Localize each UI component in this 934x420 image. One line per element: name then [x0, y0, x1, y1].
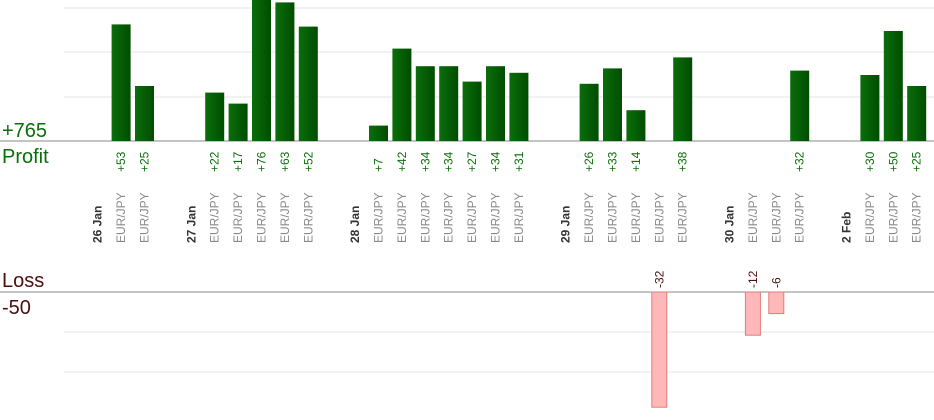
profit-bar — [135, 86, 154, 141]
pair-label: EUR/JPY — [114, 192, 128, 243]
bar-value-label: -12 — [746, 270, 760, 288]
bar-value-label: +30 — [863, 151, 877, 172]
profit-bar — [509, 72, 529, 141]
bar-value-label: +32 — [793, 151, 807, 172]
date-label: 2 Feb — [840, 212, 854, 243]
pair-label: EUR/JPY — [278, 192, 292, 243]
pair-label: EUR/JPY — [606, 192, 620, 243]
profit-bar — [111, 24, 131, 141]
bar-value-label: +7 — [372, 158, 386, 172]
pair-label: EUR/JPY — [138, 192, 152, 243]
loss-label: Loss — [2, 270, 44, 292]
loss-bar — [744, 291, 761, 336]
profit-bar — [415, 66, 435, 141]
bar-value-label: +17 — [231, 151, 245, 172]
profit-bar — [860, 75, 880, 141]
bar-value-label: +22 — [208, 151, 222, 172]
pair-label: EUR/JPY — [231, 192, 245, 243]
bar-value-label: +25 — [910, 151, 924, 172]
pair-label: EUR/JPY — [301, 192, 315, 243]
profit-bar — [579, 83, 599, 141]
bar-value-label: +33 — [606, 151, 620, 172]
profit-bar — [790, 70, 810, 141]
bar-value-label: -32 — [652, 270, 666, 288]
profit-bar — [673, 57, 693, 141]
profit-bar — [205, 92, 225, 141]
loss-bar — [651, 291, 668, 408]
profit-bar — [907, 86, 927, 141]
date-label: 27 Jan — [184, 206, 198, 243]
profit-bar — [603, 68, 622, 141]
pair-label: EUR/JPY — [629, 192, 643, 243]
date-label: 26 Jan — [91, 206, 105, 243]
profit-bar — [369, 125, 388, 141]
profit-bar — [883, 31, 903, 141]
profit-bar — [626, 110, 646, 141]
profit-bar — [486, 66, 505, 141]
pair-label: EUR/JPY — [372, 192, 386, 243]
profit-bar — [439, 66, 459, 141]
pair-label: EUR/JPY — [395, 192, 409, 243]
bar-value-label: +34 — [418, 151, 432, 172]
pair-label: EUR/JPY — [582, 192, 596, 243]
pair-label: EUR/JPY — [465, 192, 479, 243]
bar-value-label: +76 — [255, 151, 269, 172]
pair-label: EUR/JPY — [910, 192, 924, 243]
pair-label: EUR/JPY — [512, 192, 526, 243]
profit-bar — [275, 2, 295, 142]
profit-bar — [252, 0, 271, 141]
pair-label: EUR/JPY — [746, 192, 760, 243]
bar-value-label: +31 — [512, 151, 526, 172]
date-label: 30 Jan — [723, 206, 737, 243]
pair-label: EUR/JPY — [769, 192, 783, 243]
bar-value-label: +50 — [886, 151, 900, 172]
pair-label: EUR/JPY — [652, 192, 666, 243]
bar-value-label: +63 — [278, 151, 292, 172]
pair-label: EUR/JPY — [489, 192, 503, 243]
pair-label: EUR/JPY — [886, 192, 900, 243]
pair-label: EUR/JPY — [255, 192, 269, 243]
profit-label: Profit — [2, 146, 49, 168]
profit-bar — [462, 81, 482, 141]
pair-label: EUR/JPY — [793, 192, 807, 243]
profit-bar — [392, 48, 412, 141]
bar-value-label: +42 — [395, 151, 409, 172]
loss-bar — [768, 291, 785, 315]
grid-lines — [0, 7, 934, 373]
bar-value-label: +53 — [114, 151, 128, 172]
bar-value-label: +34 — [489, 151, 503, 172]
pair-label: EUR/JPY — [442, 192, 456, 243]
pair-label: EUR/JPY — [863, 192, 877, 243]
date-label: 29 Jan — [559, 206, 573, 243]
bar-value-label: +34 — [442, 151, 456, 172]
pair-label: EUR/JPY — [418, 192, 432, 243]
labels: 26 Jan +53 EUR/JPY +25 EUR/JPY 27 Jan +22 EUR/J… — [91, 151, 924, 288]
bar-value-label: +38 — [676, 151, 690, 172]
bar-value-label: +27 — [465, 151, 479, 172]
loss-total: -50 — [2, 297, 31, 319]
date-label: 28 Jan — [348, 206, 362, 243]
pair-label: EUR/JPY — [676, 192, 690, 243]
bars — [111, 0, 927, 408]
bar-value-label: -6 — [769, 277, 783, 288]
profit-bar — [298, 26, 318, 142]
pair-label: EUR/JPY — [208, 192, 222, 243]
profit-bar — [228, 103, 248, 141]
bar-value-label: +26 — [582, 151, 596, 172]
bar-value-label: +14 — [629, 151, 643, 172]
bar-value-label: +52 — [301, 151, 315, 172]
bar-value-label: +25 — [138, 151, 152, 172]
profit-total: +765 — [2, 120, 47, 142]
